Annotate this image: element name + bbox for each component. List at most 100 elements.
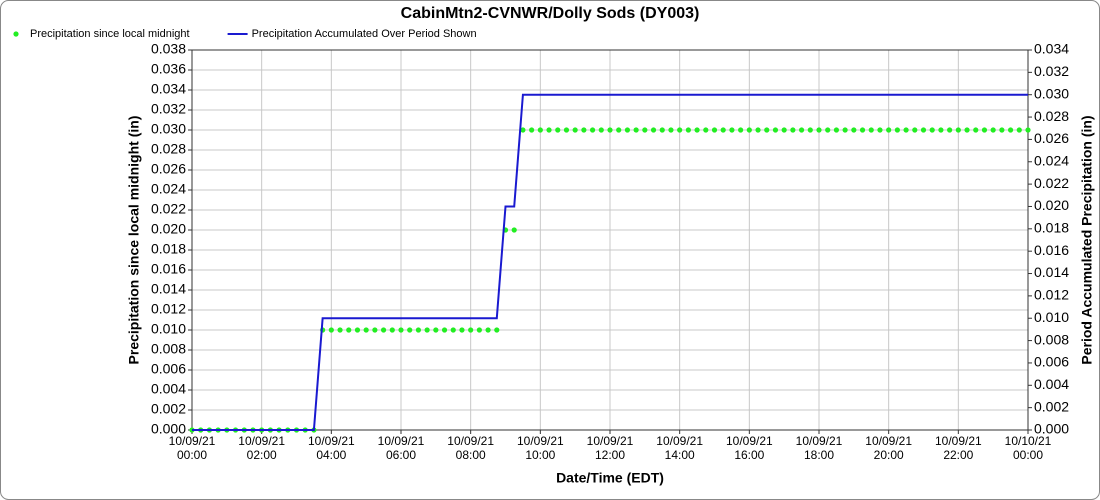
y2-tick-label: 0.012: [1034, 287, 1069, 303]
data-point: [546, 127, 552, 133]
data-point: [964, 127, 970, 133]
y-tick-label: 0.000: [151, 421, 186, 437]
data-point: [755, 127, 761, 133]
data-point: [903, 127, 909, 133]
data-point: [868, 127, 874, 133]
legend-label: Precipitation Accumulated Over Period Sh…: [252, 28, 477, 40]
data-point: [624, 127, 631, 133]
data-point: [354, 327, 361, 333]
data-point: [825, 127, 831, 133]
data-point: [337, 327, 343, 333]
chart-title: CabinMtn2-CVNWR/Dolly Sods (DY003): [401, 5, 700, 22]
y-tick-label: 0.002: [151, 401, 186, 417]
data-point: [772, 127, 779, 133]
y2-tick-label: 0.028: [1034, 108, 1069, 124]
x-tick-label: 10/09/21 18:00: [795, 434, 843, 462]
data-point: [790, 127, 796, 133]
data-point: [407, 327, 413, 333]
data-point: [415, 327, 422, 333]
y2-tick-label: 0.010: [1034, 309, 1069, 325]
data-point: [764, 127, 770, 133]
data-point: [781, 127, 787, 133]
data-point: [833, 127, 840, 133]
data-point: [494, 327, 500, 333]
y-tick-label: 0.012: [151, 301, 186, 317]
y2-axis-title: Period Accumulated Precipitation (in): [1079, 115, 1095, 364]
data-point: [659, 127, 665, 133]
y2-tick-label: 0.022: [1034, 175, 1069, 191]
data-point: [999, 127, 1005, 133]
y-tick-label: 0.008: [151, 341, 186, 357]
data-point: [877, 127, 883, 133]
data-point: [346, 327, 352, 333]
data-point: [363, 327, 369, 333]
data-point: [459, 327, 465, 333]
y2-tick-label: 0.016: [1034, 242, 1069, 258]
data-point: [450, 327, 456, 333]
data-point: [851, 127, 857, 133]
data-point: [677, 127, 683, 133]
data-point: [485, 327, 491, 333]
y-tick-label: 0.030: [151, 121, 186, 137]
y2-tick-label: 0.026: [1034, 130, 1069, 146]
data-point: [372, 327, 378, 333]
y-tick-label: 0.018: [151, 241, 186, 257]
y-tick-label: 0.032: [151, 101, 186, 117]
data-point: [920, 127, 927, 133]
data-point: [398, 327, 404, 333]
data-point: [720, 127, 726, 133]
data-point: [1007, 127, 1014, 133]
data-point: [947, 127, 953, 133]
data-point: [668, 127, 674, 133]
x-tick-label: 10/09/21 02:00: [238, 434, 286, 462]
data-point: [694, 127, 700, 133]
data-point: [807, 127, 813, 133]
y-tick-label: 0.036: [151, 61, 186, 77]
x-axis-title: Date/Time (EDT): [556, 470, 664, 486]
data-point: [441, 327, 448, 333]
x-tick-label: 10/09/21 04:00: [307, 434, 355, 462]
legend-marker: [13, 31, 19, 37]
x-tick-label: 10/09/21 16:00: [725, 434, 773, 462]
x-tick-label: 10/09/21 10:00: [516, 434, 564, 462]
data-point: [842, 127, 848, 133]
data-point: [886, 127, 892, 133]
data-point: [389, 327, 395, 333]
y-tick-label: 0.024: [151, 181, 186, 197]
data-point: [511, 227, 517, 233]
y-tick-label: 0.006: [151, 361, 186, 377]
y-tick-label: 0.016: [151, 261, 186, 277]
data-point: [1025, 127, 1031, 133]
y2-tick-label: 0.034: [1034, 41, 1069, 57]
data-point: [703, 127, 709, 133]
series-line: [192, 93, 1028, 431]
y2-tick-label: 0.004: [1034, 376, 1069, 392]
data-point: [424, 327, 430, 333]
data-point: [529, 127, 535, 133]
data-point: [642, 127, 648, 133]
data-point: [581, 127, 587, 133]
data-point: [912, 127, 918, 133]
data-point: [520, 127, 526, 133]
y2-tick-label: 0.030: [1034, 85, 1069, 101]
x-tick-label: 10/09/21 12:00: [586, 434, 634, 462]
data-point: [555, 127, 561, 133]
data-point: [380, 327, 387, 333]
data-point: [1016, 127, 1022, 133]
y-tick-label: 0.038: [151, 41, 186, 57]
data-point: [981, 127, 988, 133]
x-tick-label: 10/09/21 14:00: [656, 434, 704, 462]
data-point: [563, 127, 570, 133]
y2-tick-label: 0.006: [1034, 354, 1069, 370]
y2-tick-label: 0.002: [1034, 398, 1069, 414]
y-tick-label: 0.026: [151, 161, 186, 177]
y-tick-label: 0.028: [151, 141, 186, 157]
y2-tick-label: 0.014: [1034, 264, 1069, 280]
data-point: [598, 127, 604, 133]
data-point: [572, 127, 578, 133]
data-point: [685, 127, 691, 133]
data-point: [537, 127, 543, 133]
data-point: [973, 127, 979, 133]
data-point: [955, 127, 961, 133]
